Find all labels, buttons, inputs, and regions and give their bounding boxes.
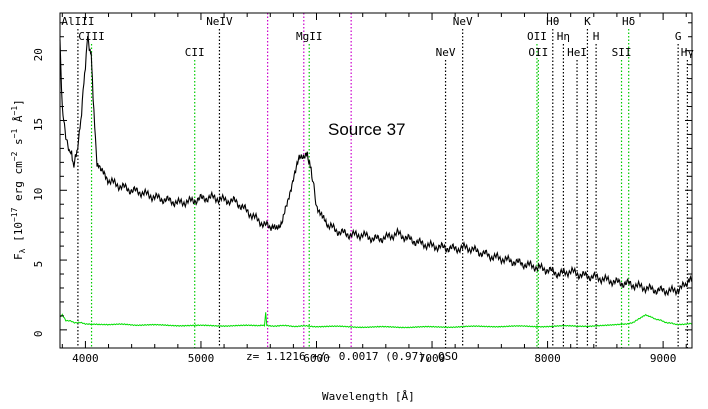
marker-label-0: AlIII xyxy=(61,15,94,28)
y-axis-label-part: erg cm xyxy=(12,161,25,208)
marker-label-10: OII xyxy=(527,30,547,43)
marker-label-18: Hδ xyxy=(622,15,635,28)
marker-label-16: H xyxy=(593,30,600,43)
series-line-noise xyxy=(59,312,693,329)
x-tick-label-1: 5000 xyxy=(188,352,215,365)
marker-labels: AlIII CIII CII NeIV MgII NeV NeV OII OII Hθ Hη HeI K… xyxy=(61,15,694,59)
y-axis-label-part: ] xyxy=(12,99,25,106)
marker-label-20: Hγ xyxy=(681,46,695,59)
x-axis-title: Wavelength [Å] xyxy=(322,390,415,403)
source-label: Source 37 xyxy=(328,120,406,139)
spectrum-series xyxy=(59,36,693,329)
y-tick-label-4: 20 xyxy=(32,48,45,61)
y-axis-label: Fλ [10−17 erg cm−2 s−1 Å−1] xyxy=(10,99,27,260)
axis-ticks: 4000 5000 6000 7000 8000 9000 0 5 10 15 20 xyxy=(32,13,692,365)
marker-label-9: NeV xyxy=(453,15,473,28)
marker-label-17: SII xyxy=(612,46,632,59)
y-tick-label-1: 5 xyxy=(32,261,45,268)
redshift-label: z= 1.1216 +/- 0.0017 (0.97), QSO xyxy=(246,350,458,363)
y-tick-label-2: 10 xyxy=(32,188,45,201)
emission-line-markers xyxy=(77,13,688,348)
x-tick-label-3: 7000 xyxy=(419,352,446,365)
y-axis-label-part: Å xyxy=(12,115,25,129)
plot-frame xyxy=(59,12,693,349)
x-tick-label-5: 9000 xyxy=(650,352,677,365)
y-axis-label-part: −17 xyxy=(10,207,19,222)
marker-label-15: K xyxy=(584,15,591,28)
series-line-flux xyxy=(59,36,693,297)
y-axis-label-part: λ xyxy=(18,248,27,253)
marker-label-6: MgII xyxy=(296,30,323,43)
x-tick-label-4: 8000 xyxy=(534,352,561,365)
marker-label-13: Hη xyxy=(557,30,570,43)
y-tick-label-3: 15 xyxy=(32,118,45,131)
y-axis-label-part: [10 xyxy=(12,222,25,249)
marker-label-8: NeV xyxy=(436,46,456,59)
y-axis-label-part: F xyxy=(12,253,25,260)
x-tick-label-0: 4000 xyxy=(72,352,99,365)
marker-label-2: CII xyxy=(185,46,205,59)
marker-label-19: G xyxy=(675,30,682,43)
x-tick-label-2: 6000 xyxy=(303,352,330,365)
plot-border xyxy=(59,12,693,349)
y-axis-label-part: −2 xyxy=(10,151,19,161)
marker-label-14: HeI xyxy=(567,46,587,59)
y-axis-label-part: −1 xyxy=(10,129,19,139)
marker-label-12: Hθ xyxy=(546,15,559,28)
y-axis-label-part: −1 xyxy=(10,106,19,116)
y-axis-label-part: s xyxy=(12,138,25,151)
marker-label-3: NeIV xyxy=(206,15,233,28)
marker-label-1: CIII xyxy=(78,30,105,43)
marker-label-11: OII xyxy=(528,46,548,59)
y-tick-label-0: 0 xyxy=(32,331,45,338)
y-axis-title: Fλ [10−17 erg cm−2 s−1 Å−1] xyxy=(10,99,27,260)
